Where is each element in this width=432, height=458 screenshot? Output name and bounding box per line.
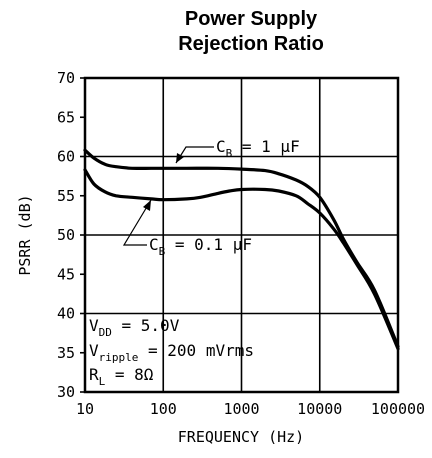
vdd-sub: DD [99, 326, 112, 339]
rl-rest: = 8Ω [105, 365, 154, 384]
annotation-cb-01uf-leader [122, 199, 152, 246]
series-lines [83, 148, 400, 351]
series-line-cb-1uf [83, 148, 400, 349]
annotation-cb-01uf-arrowhead [143, 200, 151, 211]
cb01-c: C [149, 235, 159, 254]
annotation-cb-1uf-leader [175, 146, 214, 164]
x-tick-label: 100000 [371, 400, 425, 418]
tick-labels: 10 100 1000 10000 100000 30 35 40 45 50 55 60 65 70 [57, 69, 425, 418]
conditions-box: VDD = 5.0V Vripple = 200 mVrms RL = 8Ω [89, 316, 254, 388]
y-tick-label: 60 [57, 148, 75, 166]
y-tick-label: 40 [57, 305, 75, 323]
annotation-cb-1uf-arrowhead [176, 153, 184, 163]
annotation-cb-1uf: CB = 1 µF [175, 137, 300, 164]
vr-rest: = 200 mVrms [138, 341, 254, 360]
x-tick-label: 100 [150, 400, 177, 418]
x-tick-label: 10 [76, 400, 94, 418]
chart-title-line-1: Power Supply [185, 8, 318, 30]
y-tick-label: 50 [57, 226, 75, 244]
vr-sub: ripple [99, 351, 139, 364]
y-tick-label: 30 [57, 383, 75, 401]
rl-r: R [89, 365, 99, 384]
rl-sub: L [99, 375, 106, 388]
chart-title-line-2: Rejection Ratio [178, 33, 324, 55]
x-tick-label: 1000 [223, 400, 259, 418]
annotation-cb-01uf-text: CB = 0.1 µF [149, 235, 252, 258]
y-tick-label: 55 [57, 187, 75, 205]
cb1-rest: = 1 µF [232, 137, 299, 156]
annotation-cb-1uf-text: CB = 1 µF [216, 137, 300, 160]
grid-lines [85, 78, 398, 392]
x-tick-label: 10000 [297, 400, 342, 418]
y-tick-label: 65 [57, 108, 75, 126]
y-tick-label: 45 [57, 265, 75, 283]
annotation-cb-01uf: CB = 0.1 µF [122, 199, 252, 258]
y-tick-label: 35 [57, 344, 75, 362]
cb1-sub: B [226, 147, 233, 160]
vdd-v: V [89, 316, 99, 335]
cb01-sub: B [159, 245, 166, 258]
vdd-rest: = 5.0V [112, 316, 180, 335]
cb01-rest: = 0.1 µF [165, 235, 252, 254]
y-tick-label: 70 [57, 69, 75, 87]
rl-condition: RL = 8Ω [89, 365, 154, 388]
vripple-condition: Vripple = 200 mVrms [89, 341, 254, 364]
vr-v: V [89, 341, 99, 360]
vdd-condition: VDD = 5.0V [89, 316, 180, 339]
x-axis-label: FREQUENCY (Hz) [178, 428, 304, 446]
plot-frame [83, 76, 400, 394]
series-line-cb-0-1uf [83, 168, 400, 351]
y-axis-label: PSRR (dB) [16, 194, 34, 275]
cb1-c: C [216, 137, 226, 156]
